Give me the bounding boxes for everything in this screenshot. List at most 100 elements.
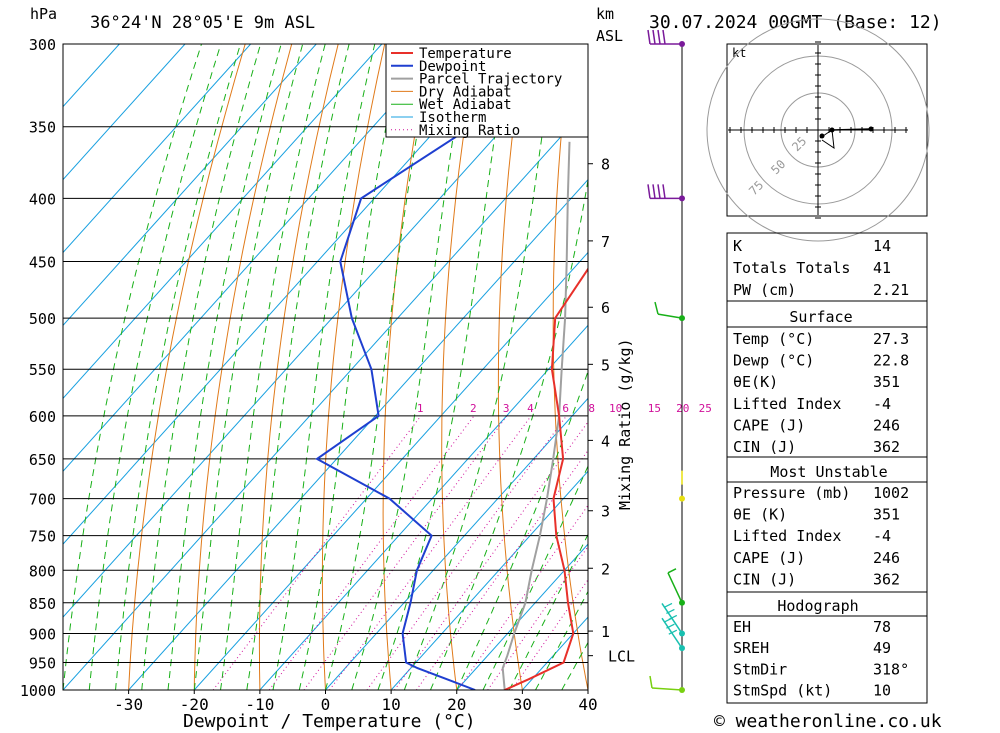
wind-barb-flag: [662, 184, 666, 199]
temperature-tick-labels: -30 -20 -10 0 10 20 30 40: [114, 690, 598, 714]
mixing-ratio-line: [415, 449, 588, 690]
wind-barb-flag: [666, 608, 675, 615]
hodograph-param-row-value: 49: [873, 639, 891, 657]
hpa-unit-label: hPa: [30, 5, 57, 23]
wet-adiabat-line: [456, 369, 588, 690]
surface-row-label: CAPE (J): [733, 416, 805, 434]
dry-adiabat-line: [943, 44, 1000, 690]
most-unstable-row-label: θE (K): [733, 506, 787, 524]
pressure-tick-label: 950: [29, 654, 56, 672]
x-tick-label: -20: [180, 695, 209, 714]
wet-adiabat-line: [430, 177, 588, 690]
parcel-trajectory-line: [501, 141, 571, 690]
dry-adiabat-line: [658, 44, 720, 690]
dry-adiabat-line: [441, 44, 479, 690]
wind-barb-flag: [667, 568, 677, 574]
surface-row-label: CIN (J): [733, 438, 796, 456]
pressure-tick-label: 750: [29, 528, 56, 546]
isotherm-line: [63, 44, 383, 400]
surface-row-label: Lifted Index: [733, 395, 841, 413]
x-tick-label: 10: [381, 695, 400, 714]
mixing-ratio-line: [212, 415, 422, 690]
surface-row-label: Temp (°C): [733, 330, 814, 348]
dry-adiabat-line: [497, 44, 525, 690]
surface-row-value: 351: [873, 373, 900, 391]
wind-barb-flag: [663, 602, 673, 609]
mixing-ratio-tick-label: 1: [417, 402, 424, 415]
isotherm-line: [193, 251, 588, 690]
surface-row-value: 362: [873, 438, 900, 456]
hodograph-ring: [706, 18, 930, 242]
wind-barb-flag: [666, 623, 675, 629]
isotherm-line: [456, 543, 588, 690]
wind-barb-flag: [657, 184, 661, 199]
wind-barb-flag: [647, 184, 651, 199]
most-unstable-title: Most Unstable: [770, 463, 887, 481]
wet-adiabat-line: [508, 533, 588, 690]
isotherm-line: [325, 397, 588, 690]
surface-row-label: θE(K): [733, 373, 778, 391]
hodograph-param-row-label: SREH: [733, 639, 769, 657]
dry-adiabat-line: [382, 44, 432, 690]
km-tick-label: 4: [601, 432, 610, 450]
dewpoint-line: [315, 44, 560, 690]
mixing-ratio-tick-label: 10: [609, 402, 622, 415]
hodograph-storm-motion: [819, 133, 825, 139]
wind-barb-flag: [654, 301, 659, 315]
pressure-tick-label: 850: [29, 595, 56, 613]
most-unstable-row-value: -4: [873, 527, 891, 545]
surface-row-value: 246: [873, 416, 900, 434]
surface-title: Surface: [789, 308, 852, 326]
isotherm-line: [63, 44, 514, 545]
isotherm-line: [63, 44, 120, 108]
km-tick-label: 8: [601, 156, 610, 174]
credit-label: © weatheronline.co.uk: [714, 711, 942, 732]
hodograph-param-row-label: EH: [733, 618, 751, 636]
location-label: 36°24'N 28°05'E 9m ASL: [90, 13, 315, 33]
datetime-label: 30.07.2024 00GMT (Base: 12): [649, 12, 942, 33]
wind-barb-flag: [657, 29, 661, 45]
hodograph-param-row-label: StmSpd (kt): [733, 682, 832, 700]
most-unstable-row-value: 362: [873, 570, 900, 588]
most-unstable-row-label: Lifted Index: [733, 527, 841, 545]
general-index-value: 41: [873, 259, 891, 277]
wet-adiabat-line: [298, 44, 404, 690]
height-km-axis: 8 7 6 5 4 3 2 1 LCL: [588, 156, 635, 666]
pressure-tick-label: 400: [29, 190, 56, 208]
hodograph-param-row-value: 318°: [873, 660, 909, 678]
wind-barb-flag: [647, 29, 651, 45]
legend-item-label: Wet Adiabat: [419, 97, 512, 113]
asl-unit-label: ASL: [596, 27, 623, 45]
legend-box: [385, 43, 589, 138]
general-index-label: K: [733, 237, 742, 255]
mixing-ratio-axis-title: Mixing Ratio (g/kg): [616, 338, 634, 510]
profile-series: [315, 44, 588, 690]
mixing-ratio-tick-label: 15: [648, 402, 661, 415]
wind-barb-flag: [649, 675, 653, 689]
pressure-tick-label: 300: [29, 36, 56, 54]
x-tick-label: 30: [513, 695, 532, 714]
wet-adiabat-line: [220, 44, 326, 690]
hodograph-param-row-value: 10: [873, 682, 891, 700]
x-tick-label: -30: [114, 695, 143, 714]
isotherm-line: [63, 44, 317, 327]
mixing-ratio-tick-label: 8: [588, 402, 595, 415]
isotherm-line: [390, 470, 588, 690]
pressure-tick-labels: 300 350 400 450 500 550 600 650 700 750 800 850 900 9…: [20, 36, 56, 700]
wind-barb-flag: [652, 184, 656, 199]
wet-adiabat-line: [63, 44, 202, 690]
wind-barb-shaft: [651, 687, 683, 691]
general-index-value: 2.21: [873, 281, 909, 299]
hodograph-param-row-label: StmDir: [733, 660, 787, 678]
general-index-value: 14: [873, 237, 891, 255]
hodograph-point: [868, 126, 874, 132]
pressure-tick-label: 350: [29, 119, 56, 137]
pressure-tick-label: 600: [29, 408, 56, 426]
most-unstable-row-value: 246: [873, 549, 900, 567]
pressure-tick-label: 800: [29, 562, 56, 580]
wet-adiabat-line: [403, 44, 556, 690]
wind-barb-flag: [662, 29, 666, 45]
surface-row-value: -4: [873, 395, 891, 413]
